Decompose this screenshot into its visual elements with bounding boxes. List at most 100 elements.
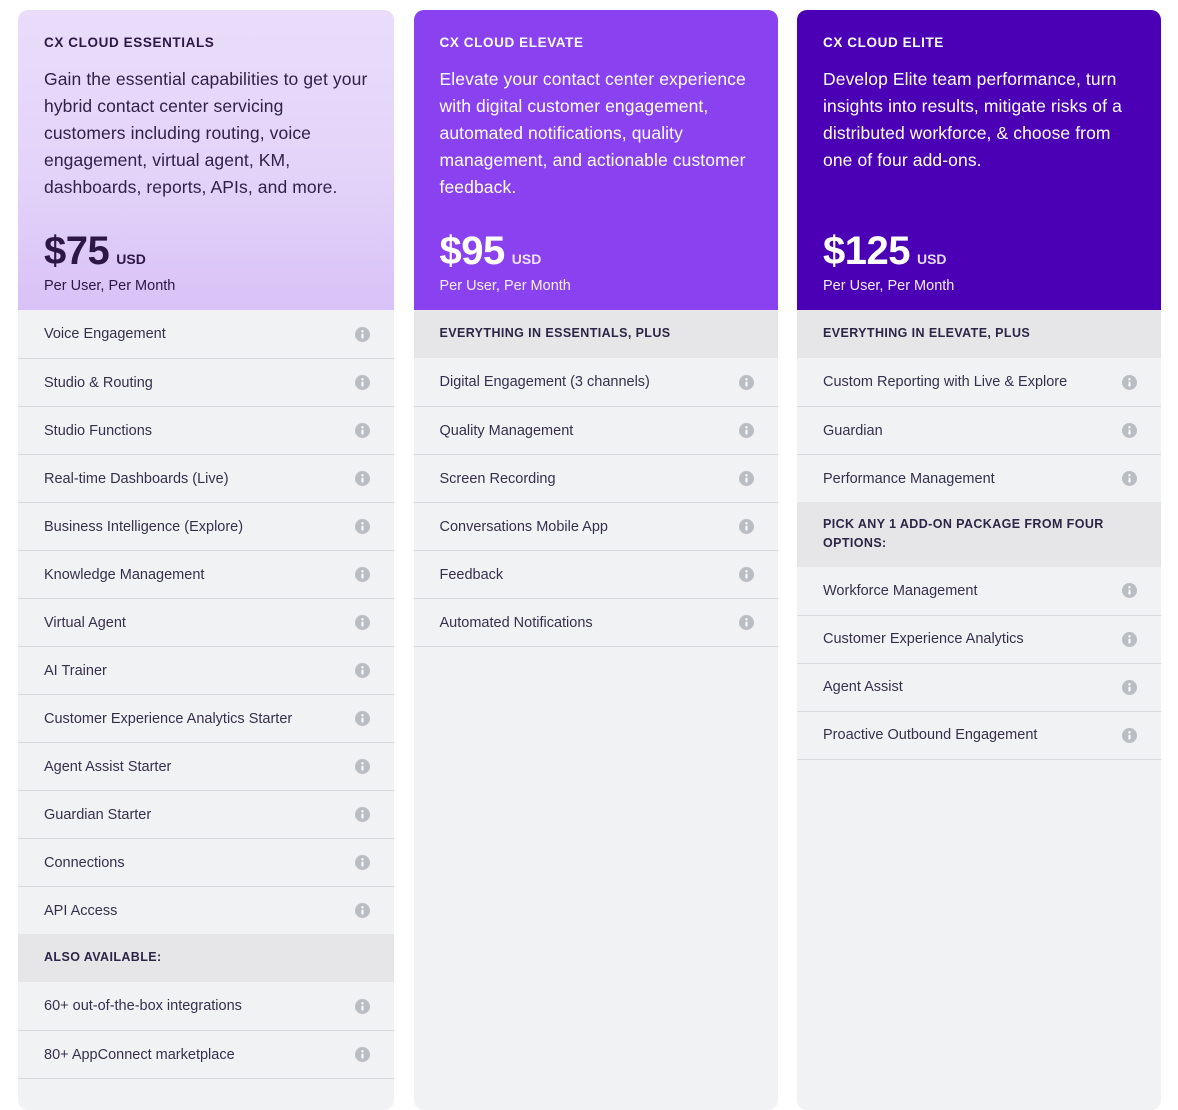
- info-icon[interactable]: [738, 519, 754, 534]
- feature-row: Knowledge Management: [18, 550, 394, 598]
- rows-filler: [413, 646, 778, 1110]
- feature-label: Virtual Agent: [44, 614, 126, 631]
- feature-row: Digital Engagement (3 channels): [414, 358, 778, 406]
- feature-row: Guardian Starter: [18, 790, 394, 838]
- info-icon[interactable]: [355, 998, 370, 1014]
- feature-label: 60+ out-of-the-box integrations: [44, 998, 242, 1014]
- info-icon[interactable]: [738, 567, 754, 582]
- feature-row: Customer Experience Analytics: [797, 614, 1161, 663]
- price: $95: [439, 229, 506, 273]
- feature-row: Screen Recording: [413, 454, 778, 502]
- info-icon[interactable]: [1122, 631, 1137, 647]
- plan-card-elevate: CX CLOUD ELEVATE Elevate your contact ce…: [413, 10, 778, 1110]
- info-icon[interactable]: [355, 903, 370, 918]
- feature-row: Conversations Mobile App: [413, 502, 778, 550]
- feature-row: 60+ out-of-the-box integrations: [18, 982, 394, 1030]
- info-icon[interactable]: [355, 663, 370, 678]
- feature-row: Business Intelligence (Explore): [18, 502, 394, 550]
- feature-label: Guardian Starter: [44, 806, 152, 823]
- info-icon[interactable]: [738, 615, 754, 630]
- feature-label: Quality Management: [439, 422, 574, 439]
- plan-header-essentials: CX CLOUD ESSENTIALS Gain the essential c…: [18, 10, 394, 310]
- feature-list-essentials: Voice Engagement Studio & Routing Studio…: [18, 310, 394, 1110]
- feature-label: 80+ AppConnect marketplace: [44, 1046, 235, 1063]
- feature-label: Studio & Routing: [44, 374, 153, 391]
- feature-row: Feedback: [413, 550, 778, 598]
- price-block: $75 USD Per User, Per Month: [44, 231, 175, 294]
- feature-row: Custom Reporting with Live & Explore: [797, 358, 1161, 406]
- plan-description: Develop Elite team performance, turn ins…: [823, 69, 1122, 170]
- billing-period: Per User, Per Month: [44, 278, 176, 294]
- feature-label: Feedback: [439, 566, 504, 583]
- plan-description: Gain the essential capabilities to get y…: [44, 69, 368, 197]
- feature-row: Studio & Routing: [18, 358, 394, 406]
- plan-header-elite: CX CLOUD ELITE Develop Elite team perfor…: [797, 10, 1161, 310]
- info-icon[interactable]: [355, 807, 370, 822]
- info-icon[interactable]: [738, 471, 754, 486]
- feature-row: Workforce Management: [797, 567, 1161, 615]
- info-icon[interactable]: [1122, 423, 1137, 438]
- info-icon[interactable]: [1122, 471, 1137, 486]
- info-icon[interactable]: [355, 759, 370, 774]
- feature-label: Digital Engagement (3 channels): [439, 374, 650, 390]
- plan-header-elevate: CX CLOUD ELEVATE Elevate your contact ce…: [413, 10, 778, 310]
- info-icon[interactable]: [355, 1047, 370, 1062]
- feature-label: Proactive Outbound Engagement: [823, 727, 1038, 744]
- price: $125: [823, 229, 910, 273]
- section-header: PICK ANY 1 ADD-ON PACKAGE FROM FOUR OPTI…: [797, 502, 1161, 567]
- price: $75: [44, 229, 110, 273]
- info-icon[interactable]: [1122, 583, 1137, 599]
- plan-card-elite: CX CLOUD ELITE Develop Elite team perfor…: [797, 10, 1161, 1110]
- info-icon[interactable]: [355, 711, 370, 726]
- price-block: $125 USD Per User, Per Month: [823, 231, 954, 294]
- feature-label: Workforce Management: [823, 582, 978, 599]
- info-icon[interactable]: [1122, 374, 1137, 390]
- info-icon[interactable]: [738, 374, 754, 390]
- info-icon[interactable]: [355, 519, 370, 534]
- feature-row: Customer Experience Analytics Starter: [18, 694, 394, 742]
- feature-label: API Access: [44, 902, 118, 919]
- feature-row: Voice Engagement: [18, 310, 394, 358]
- info-icon[interactable]: [1122, 727, 1137, 743]
- feature-label: Real-time Dashboards (Live): [44, 470, 229, 487]
- section-label: ALSO AVAILABLE:: [44, 950, 162, 965]
- plan-title: CX CLOUD ELEVATE: [439, 35, 584, 50]
- rows-filler: [797, 758, 1161, 1110]
- feature-label: Agent Assist Starter: [44, 758, 172, 775]
- currency: USD: [916, 251, 947, 267]
- feature-label: Screen Recording: [439, 470, 556, 487]
- info-icon[interactable]: [355, 423, 370, 438]
- feature-row: API Access: [18, 886, 394, 934]
- billing-period: Per User, Per Month: [439, 278, 571, 294]
- section-header: EVERYTHING IN ESSENTIALS, PLUS: [413, 310, 778, 358]
- feature-label: Performance Management: [823, 470, 995, 487]
- info-icon[interactable]: [355, 326, 370, 342]
- feature-row: 80+ AppConnect marketplace: [18, 1030, 394, 1078]
- feature-label: Agent Assist: [823, 679, 903, 696]
- info-icon[interactable]: [1122, 679, 1137, 695]
- feature-list-elite: EVERYTHING IN ELEVATE, PLUS Custom Repor…: [797, 310, 1161, 1110]
- feature-row: Proactive Outbound Engagement: [797, 710, 1161, 759]
- feature-row: Automated Notifications: [413, 598, 778, 646]
- feature-row: Agent Assist Starter: [18, 742, 394, 790]
- info-icon[interactable]: [355, 567, 370, 582]
- plan-title: CX CLOUD ELITE: [823, 35, 944, 50]
- info-icon[interactable]: [355, 615, 370, 630]
- section-label: EVERYTHING IN ELEVATE, PLUS: [823, 326, 1031, 341]
- feature-label: Custom Reporting with Live & Explore: [823, 374, 1068, 390]
- section-header: ALSO AVAILABLE:: [18, 934, 394, 982]
- feature-label: Connections: [44, 854, 125, 871]
- plan-description: Elevate your contact center experience w…: [439, 69, 746, 197]
- feature-row: Studio Functions: [18, 406, 394, 454]
- info-icon[interactable]: [355, 375, 370, 390]
- info-icon[interactable]: [355, 855, 370, 870]
- section-label: EVERYTHING IN ESSENTIALS, PLUS: [439, 326, 671, 341]
- plan-card-essentials: CX CLOUD ESSENTIALS Gain the essential c…: [18, 10, 394, 1110]
- info-icon[interactable]: [738, 423, 754, 438]
- feature-label: Business Intelligence (Explore): [44, 518, 244, 535]
- currency: USD: [116, 251, 146, 267]
- feature-row: Real-time Dashboards (Live): [18, 454, 394, 502]
- feature-row: Performance Management: [797, 454, 1161, 502]
- info-icon[interactable]: [355, 471, 370, 486]
- feature-label: Voice Engagement: [44, 326, 166, 342]
